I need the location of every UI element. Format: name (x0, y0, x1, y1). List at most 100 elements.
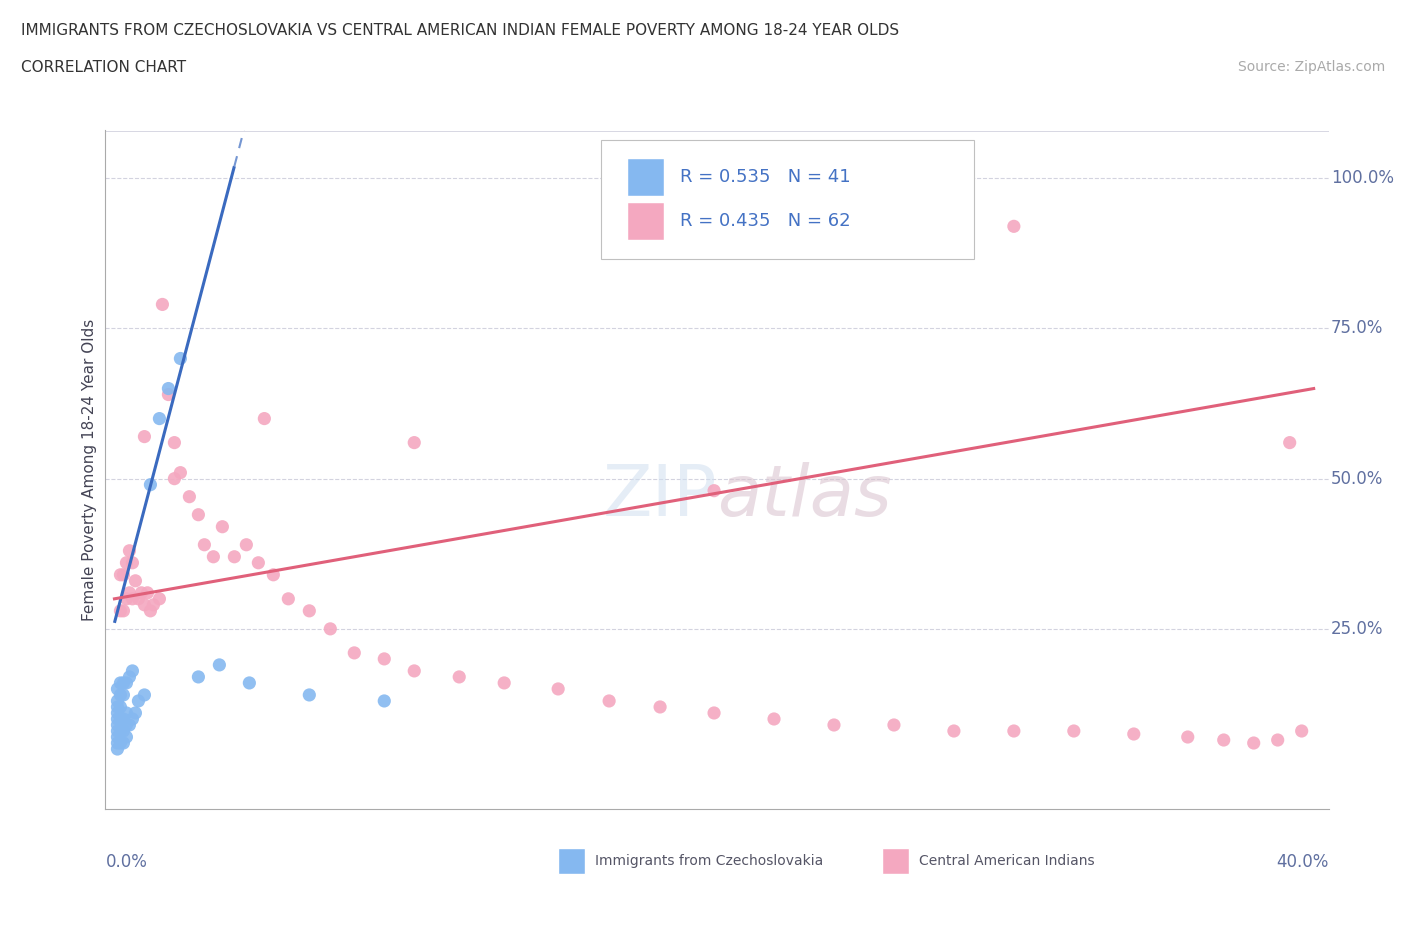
Point (179, 489, 201, 504)
FancyBboxPatch shape (600, 140, 974, 259)
Bar (627, 159, 665, 196)
Point (107, 694, 129, 709)
Point (1122, 726, 1144, 741)
Y-axis label: Female Poverty Among 18-24 Year Olds: Female Poverty Among 18-24 Year Olds (82, 318, 97, 621)
Point (139, 477, 162, 492)
Point (110, 567, 132, 582)
Point (648, 699, 671, 714)
Point (110, 687, 132, 702)
Point (127, 591, 149, 606)
Point (110, 604, 132, 618)
Point (1243, 736, 1265, 751)
Point (110, 699, 132, 714)
Point (112, 724, 135, 738)
Point (319, 621, 342, 636)
Point (404, 435, 426, 450)
Point (110, 736, 132, 751)
Point (121, 663, 143, 678)
Point (598, 694, 620, 709)
Point (1278, 435, 1301, 450)
Point (112, 711, 135, 726)
Point (118, 543, 141, 558)
Point (208, 658, 231, 672)
Text: R = 0.535   N = 41: R = 0.535 N = 41 (681, 168, 851, 186)
Bar (558, 848, 585, 873)
Point (107, 682, 129, 697)
Point (115, 706, 138, 721)
Point (202, 550, 225, 565)
Point (224, 550, 246, 565)
Point (134, 597, 156, 612)
Point (169, 465, 191, 480)
Text: IMMIGRANTS FROM CZECHOSLOVAKIA VS CENTRAL AMERICAN INDIAN FEMALE POVERTY AMONG 1: IMMIGRANTS FROM CZECHOSLOVAKIA VS CENTRA… (21, 23, 900, 38)
Point (823, 718, 845, 733)
Point (703, 484, 725, 498)
Point (110, 724, 132, 738)
Point (136, 585, 159, 600)
Point (110, 675, 132, 690)
Point (253, 411, 276, 426)
Point (115, 729, 138, 744)
Point (449, 670, 471, 684)
Point (494, 675, 516, 690)
Text: 40.0%: 40.0% (1277, 853, 1329, 871)
Point (112, 567, 135, 582)
Point (1177, 729, 1199, 744)
Point (298, 687, 321, 702)
Text: Source: ZipAtlas.com: Source: ZipAtlas.com (1237, 60, 1385, 74)
Text: R = 0.435   N = 62: R = 0.435 N = 62 (681, 212, 851, 230)
Point (148, 411, 170, 426)
Point (1002, 219, 1025, 233)
Point (235, 538, 257, 552)
Point (169, 351, 191, 365)
Point (763, 711, 786, 726)
Point (110, 711, 132, 726)
Text: 100.0%: 100.0% (1331, 169, 1395, 187)
Point (124, 706, 146, 721)
Point (193, 538, 215, 552)
Point (703, 706, 725, 721)
Point (942, 724, 965, 738)
Text: 75.0%: 75.0% (1331, 320, 1384, 338)
Text: atlas: atlas (717, 462, 891, 531)
Point (247, 555, 270, 570)
Point (118, 718, 141, 733)
Bar (627, 203, 665, 240)
Point (112, 675, 135, 690)
Point (107, 741, 129, 756)
Point (107, 718, 129, 733)
Point (115, 675, 138, 690)
Point (157, 387, 180, 402)
Text: CORRELATION CHART: CORRELATION CHART (21, 60, 186, 75)
Point (1267, 733, 1289, 748)
Point (131, 585, 153, 600)
Point (107, 699, 129, 714)
Point (404, 663, 426, 678)
Point (298, 604, 321, 618)
Point (187, 507, 209, 522)
Point (107, 724, 129, 738)
Point (121, 555, 143, 570)
Point (148, 591, 170, 606)
Point (121, 591, 143, 606)
Point (1002, 724, 1025, 738)
Point (118, 670, 141, 684)
Point (262, 567, 284, 582)
Text: ZIP: ZIP (603, 462, 717, 531)
Text: Immigrants from Czechoslovakia: Immigrants from Czechoslovakia (595, 854, 823, 868)
Point (115, 555, 138, 570)
Point (112, 736, 135, 751)
Point (187, 670, 209, 684)
Text: 25.0%: 25.0% (1331, 620, 1384, 638)
Point (112, 604, 135, 618)
Point (124, 574, 146, 589)
Point (112, 687, 135, 702)
Point (134, 429, 156, 444)
Text: 0.0%: 0.0% (105, 853, 148, 871)
Text: 50.0%: 50.0% (1331, 470, 1384, 487)
Point (115, 718, 138, 733)
Point (152, 297, 174, 312)
Point (115, 591, 138, 606)
Point (121, 711, 143, 726)
Text: Central American Indians: Central American Indians (920, 854, 1094, 868)
